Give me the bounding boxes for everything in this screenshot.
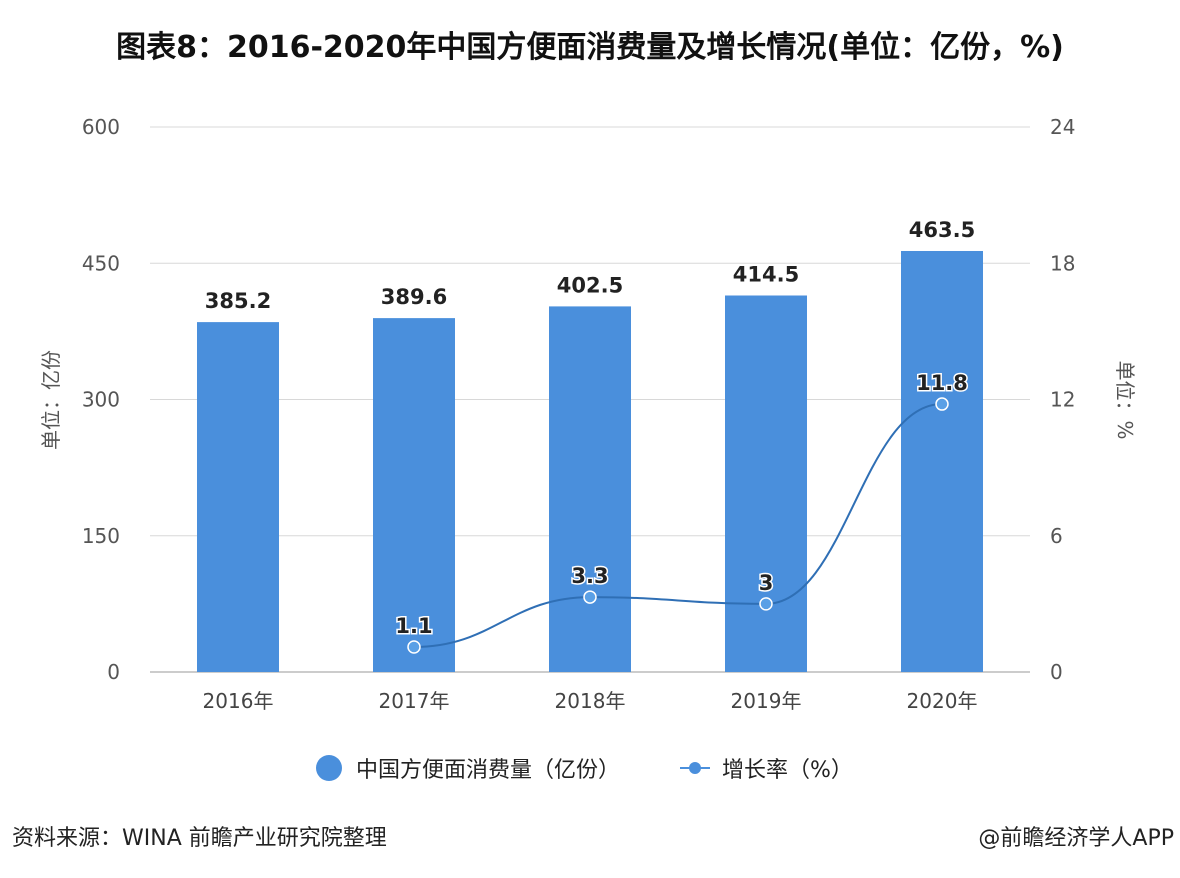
y2-tick-label: 6 [1050,524,1063,548]
growth-point [935,397,949,411]
bar [549,306,631,672]
growth-line [413,403,943,649]
legend: 中国方便面消费量（亿份） 增长率（%） [316,752,853,784]
legend-line-label: 增长率（%） [722,758,853,783]
growth-point [583,590,597,604]
growth-point [759,597,773,611]
x-tick-label: 2019年 [731,689,802,713]
legend-line-swatch-icon [680,761,711,775]
source-note: 资料来源：WINA 前瞻产业研究院整理 [12,826,387,851]
y-tick-label: 600 [82,115,120,139]
growth-value-label: 3 [759,571,774,595]
bar-value-label: 389.6 [381,285,447,309]
x-tick-label: 2020年 [907,689,978,713]
growth-value-label: 11.8 [916,371,968,395]
chart-svg: 0 150 300 450 600 0 6 12 18 24 单位：亿份 单位：% 385.2 389.6… [39,115,1137,713]
y-tick-label: 300 [82,388,120,412]
growth-point [407,640,421,654]
bar-value-label: 463.5 [909,218,975,242]
bar [725,295,807,672]
y-tick-label: 150 [82,524,120,548]
legend-bar-swatch-icon [316,755,342,781]
bar [197,322,279,672]
y2-tick-label: 18 [1050,251,1075,275]
bar [901,250,983,673]
credit-note: @前瞻经济学人APP [978,826,1174,851]
y2-tick-label: 24 [1050,115,1075,139]
x-tick-label: 2016年 [203,689,274,713]
growth-value-label: 3.3 [571,564,608,588]
bar-value-label: 402.5 [557,273,623,297]
y-tick-label: 450 [82,251,120,275]
x-tick-label: 2017年 [379,689,450,713]
bar-value-label: 385.2 [205,289,271,313]
bar-value-label: 414.5 [733,262,799,286]
y2-tick-label: 0 [1050,660,1063,684]
x-tick-label: 2018年 [555,689,626,713]
y2-axis-label: 单位：% [1113,360,1137,439]
legend-bar-label: 中国方便面消费量（亿份） [356,758,621,783]
bar [373,318,455,672]
y2-tick-label: 12 [1050,388,1075,412]
y-tick-label: 0 [107,660,120,684]
chart-title: 图表8：2016-2020年中国方便面消费量及增长情况(单位：亿份，%) [116,30,1064,65]
growth-value-label: 1.1 [395,614,432,638]
y-axis-label: 单位：亿份 [39,350,63,450]
